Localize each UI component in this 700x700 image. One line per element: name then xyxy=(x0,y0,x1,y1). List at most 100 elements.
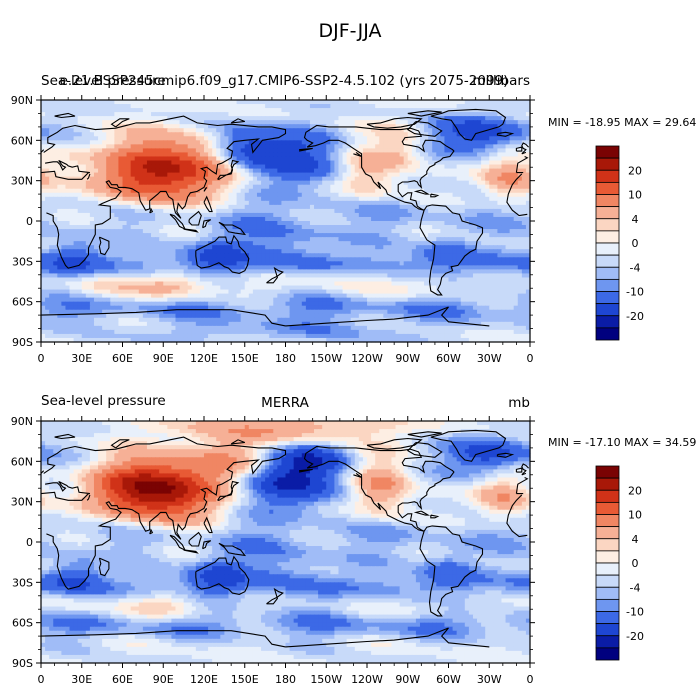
field-cell xyxy=(440,221,445,226)
field-cell xyxy=(481,217,486,222)
field-cell xyxy=(510,253,515,258)
field-cell xyxy=(143,261,148,266)
field-cell xyxy=(522,237,527,242)
field-cell xyxy=(175,253,180,258)
field-cell xyxy=(135,233,140,238)
field-cell xyxy=(167,169,172,174)
field-cell xyxy=(261,112,266,117)
field-cell xyxy=(78,193,83,198)
field-cell xyxy=(469,229,474,234)
field-cell xyxy=(351,108,356,113)
field-cell xyxy=(501,217,506,222)
field-cell xyxy=(220,237,225,242)
field-cell xyxy=(461,156,466,161)
field-cell xyxy=(155,140,160,145)
field-cell xyxy=(171,177,176,182)
field-cell xyxy=(506,148,511,153)
field-cell xyxy=(436,104,441,109)
field-cell xyxy=(298,136,303,141)
field-cell xyxy=(485,221,490,226)
field-cell xyxy=(90,177,95,182)
field-cell xyxy=(131,165,136,170)
field-cell xyxy=(375,205,380,210)
field-cell xyxy=(53,189,58,194)
field-cell xyxy=(127,261,132,266)
field-cell xyxy=(375,257,380,262)
field-cell xyxy=(330,213,335,218)
field-cell xyxy=(330,197,335,202)
field-cell xyxy=(477,124,482,129)
field-cell xyxy=(330,245,335,250)
field-cell xyxy=(481,245,486,250)
field-cell xyxy=(506,209,511,214)
field-cell xyxy=(518,104,523,109)
field-cell xyxy=(510,241,515,246)
field-cell xyxy=(57,152,62,157)
field-cell xyxy=(302,229,307,234)
field-cell xyxy=(159,169,164,174)
field-cell xyxy=(436,261,441,266)
field-cell xyxy=(440,209,445,214)
field-cell xyxy=(216,197,221,202)
field-cell xyxy=(497,233,502,238)
field-cell xyxy=(489,193,494,198)
field-cell xyxy=(286,189,291,194)
field-cell xyxy=(440,193,445,198)
field-cell xyxy=(326,152,331,157)
field-cell xyxy=(355,185,360,190)
field-cell xyxy=(318,116,323,121)
field-cell xyxy=(347,100,352,105)
field-cell xyxy=(70,245,75,250)
field-cell xyxy=(294,237,299,242)
field-cell xyxy=(497,116,502,121)
field-cell xyxy=(522,120,527,125)
field-cell xyxy=(514,245,519,250)
field-cell xyxy=(78,181,83,186)
field-cell xyxy=(391,148,396,153)
field-cell xyxy=(143,173,148,178)
field-cell xyxy=(245,225,250,230)
field-cell xyxy=(65,261,70,266)
field-cell xyxy=(147,173,152,178)
field-cell xyxy=(391,181,396,186)
field-cell xyxy=(41,225,46,230)
field-cell xyxy=(41,120,46,125)
field-cell xyxy=(343,173,348,178)
field-cell xyxy=(82,249,87,254)
field-cell xyxy=(391,229,396,234)
field-cell xyxy=(78,253,83,258)
field-cell xyxy=(514,116,519,121)
field-cell xyxy=(139,249,144,254)
field-cell xyxy=(518,229,523,234)
field-cell xyxy=(163,217,168,222)
field-cell xyxy=(518,108,523,113)
field-cell xyxy=(493,173,498,178)
field-cell xyxy=(322,120,327,125)
field-cell xyxy=(78,233,83,238)
field-cell xyxy=(396,100,401,105)
field-cell xyxy=(334,193,339,198)
field-cell xyxy=(200,161,205,166)
field-cell xyxy=(102,136,107,141)
field-cell xyxy=(224,177,229,182)
field-cell xyxy=(265,253,270,258)
field-cell xyxy=(212,193,217,198)
field-cell xyxy=(204,237,209,242)
field-cell xyxy=(469,148,474,153)
field-cell xyxy=(82,193,87,198)
field-cell xyxy=(70,261,75,266)
field-cell xyxy=(86,132,91,137)
field-cell xyxy=(155,100,160,105)
field-cell xyxy=(330,181,335,186)
field-cell xyxy=(273,144,278,149)
field-cell xyxy=(212,132,217,137)
field-cell xyxy=(74,148,79,153)
field-cell xyxy=(314,156,319,161)
field-cell xyxy=(98,225,103,230)
field-cell xyxy=(114,156,119,161)
field-cell xyxy=(330,233,335,238)
field-cell xyxy=(265,245,270,250)
field-cell xyxy=(171,136,176,141)
field-cell xyxy=(477,189,482,194)
field-cell xyxy=(424,104,429,109)
